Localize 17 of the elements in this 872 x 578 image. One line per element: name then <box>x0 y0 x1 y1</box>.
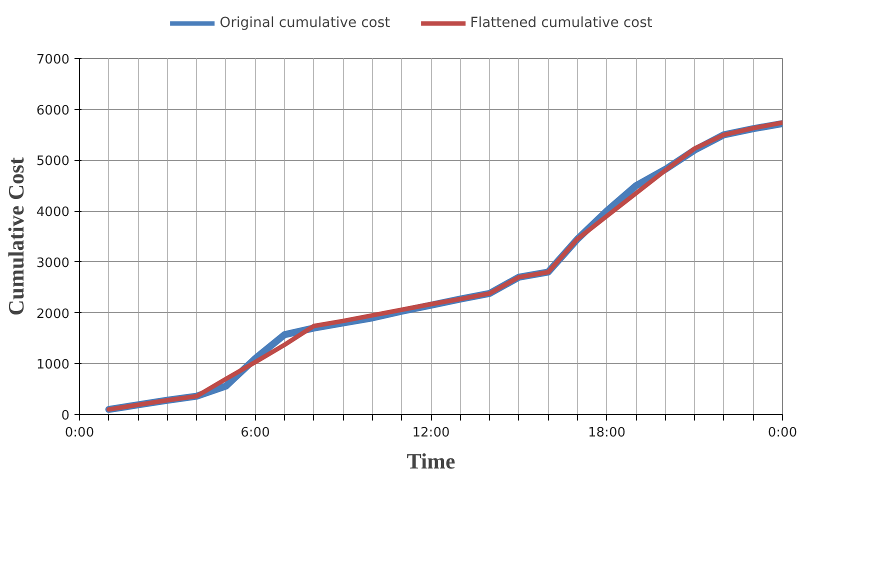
y-tick-label: 3000 <box>36 256 70 271</box>
y-tick-label: 4000 <box>36 205 70 220</box>
x-tick-label: 12:00 <box>412 426 450 440</box>
x-tick-label: 18:00 <box>588 426 626 440</box>
x-tick-label: 0:00 <box>64 426 94 440</box>
y-tick-label: 1000 <box>36 358 70 373</box>
y-tick-label: 2000 <box>36 306 70 322</box>
x-tick-label: 6:00 <box>240 426 270 440</box>
y-axis-title: Cumulative Cost <box>3 156 28 316</box>
y-tick-label: 6000 <box>36 103 70 118</box>
y-tick-label: 5000 <box>36 154 70 170</box>
y-tick-label: 7000 <box>36 52 70 68</box>
x-axis-title: Time <box>406 448 456 474</box>
legend-label: Original cumulative cost <box>220 15 390 31</box>
y-tick-label: 0 <box>61 408 70 424</box>
x-tick-label: 0:00 <box>768 426 798 440</box>
legend-label: Flattened cumulative cost <box>470 15 652 31</box>
